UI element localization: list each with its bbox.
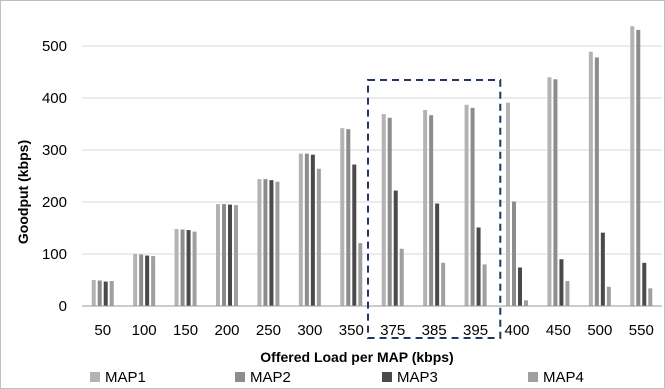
x-axis-title: Offered Load per MAP (kbps) — [260, 349, 453, 365]
legend-swatch-map4 — [528, 372, 538, 382]
bar-map3-385 — [435, 203, 440, 306]
bar-map3-550 — [642, 262, 647, 306]
bar-map4-375 — [399, 248, 404, 306]
x-tick-label: 150 — [173, 322, 198, 339]
bar-map2-50 — [97, 280, 102, 306]
legend-label-map4: MAP4 — [543, 369, 584, 386]
legend-swatch-map1 — [90, 372, 100, 382]
bar-map1-350 — [340, 128, 345, 306]
bar-map1-100 — [133, 254, 138, 306]
bar-map2-385 — [429, 115, 434, 306]
bar-map3-350 — [352, 164, 357, 306]
bar-map4-200 — [234, 205, 238, 306]
bar-map4-50 — [109, 281, 114, 306]
x-tick-label: 200 — [214, 322, 239, 339]
y-tick-labels: 0 100 200 300 400 500 — [42, 38, 67, 315]
legend-label-map1: MAP1 — [105, 369, 146, 386]
bar-map3-200 — [228, 204, 232, 306]
gridlines — [82, 45, 662, 255]
bar-map4-500 — [606, 286, 611, 306]
bar-map2-200 — [222, 204, 226, 306]
bar-map4-400 — [524, 300, 528, 306]
bar-map2-550 — [636, 29, 641, 306]
bar-map2-300 — [304, 153, 309, 306]
bar-map3-450 — [559, 259, 564, 306]
bar-map2-150 — [180, 229, 185, 306]
bar-map4-550 — [648, 288, 653, 306]
bar-map1-550 — [630, 26, 635, 307]
bars — [91, 26, 653, 307]
bar-map2-250 — [263, 179, 268, 306]
x-tick-label: 375 — [380, 322, 405, 339]
y-tick-label: 500 — [42, 38, 67, 55]
bar-map1-300 — [298, 153, 303, 306]
bar-map2-350 — [346, 129, 351, 306]
bar-map3-395 — [476, 227, 481, 306]
x-tick-label: 395 — [463, 322, 488, 339]
bar-map2-395 — [470, 107, 475, 306]
bar-map4-385 — [441, 262, 446, 306]
legend-swatch-map2 — [235, 372, 245, 382]
y-tick-label: 100 — [42, 246, 67, 263]
bar-map2-500 — [594, 57, 599, 306]
bar-map2-375 — [387, 117, 392, 306]
bar-map4-100 — [151, 256, 156, 306]
bar-map1-200 — [216, 204, 220, 306]
bar-map1-375 — [381, 114, 386, 307]
legend: MAP1 MAP2 MAP3 MAP4 — [90, 369, 584, 386]
bar-map3-150 — [186, 230, 191, 306]
x-tick-labels: 50 100 150 200 250 300 350 375 385 395 400 450 500 55… — [94, 322, 653, 339]
bar-map1-395 — [464, 104, 469, 306]
x-tick-label: 500 — [587, 322, 612, 339]
x-tick-label: 250 — [256, 322, 281, 339]
bar-map4-300 — [316, 168, 321, 306]
bar-map3-400 — [518, 267, 522, 306]
bar-map3-250 — [269, 180, 274, 306]
bar-map2-450 — [553, 79, 558, 306]
bar-map3-375 — [393, 190, 398, 306]
bar-map4-350 — [358, 243, 363, 306]
legend-label-map2: MAP2 — [250, 369, 291, 386]
bar-map1-400 — [506, 102, 510, 307]
x-tick-label: 450 — [546, 322, 571, 339]
bar-map1-500 — [588, 51, 593, 306]
x-tick-label: 550 — [629, 322, 654, 339]
y-tick-label: 400 — [42, 90, 67, 107]
bar-map1-150 — [174, 229, 179, 306]
x-tick-label: 50 — [94, 322, 111, 339]
highlight-box — [367, 79, 502, 339]
bar-map4-250 — [275, 181, 280, 306]
bar-map4-150 — [192, 231, 197, 306]
bar-map1-385 — [423, 109, 428, 307]
legend-label-map3: MAP3 — [397, 369, 438, 386]
bar-map3-50 — [103, 281, 108, 306]
bar-map3-100 — [145, 255, 150, 306]
y-tick-label: 300 — [42, 142, 67, 159]
x-tick-label: 100 — [132, 322, 157, 339]
bar-map1-250 — [257, 179, 262, 306]
bar-map4-395 — [482, 264, 487, 306]
x-tick-label: 350 — [339, 322, 364, 339]
x-tick-label: 300 — [297, 322, 322, 339]
bar-map1-50 — [91, 280, 96, 306]
bar-map3-500 — [600, 232, 605, 306]
y-tick-label: 200 — [42, 194, 67, 211]
y-axis-title: Goodput (kbps) — [15, 140, 31, 244]
legend-swatch-map3 — [382, 372, 392, 382]
x-tick-label: 385 — [422, 322, 447, 339]
x-tick-label: 400 — [504, 322, 529, 339]
y-tick-label: 0 — [59, 298, 67, 315]
bar-map3-300 — [310, 154, 315, 306]
bar-map2-100 — [139, 254, 144, 306]
bar-map4-450 — [565, 281, 570, 306]
bar-map2-400 — [512, 201, 516, 306]
bar-map1-450 — [547, 77, 552, 306]
